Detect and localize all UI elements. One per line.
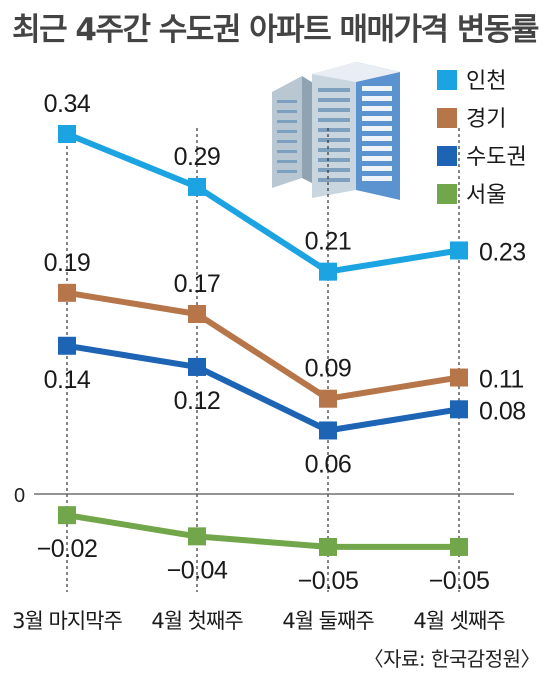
data-point bbox=[319, 389, 337, 408]
data-point bbox=[450, 537, 468, 556]
data-point bbox=[450, 368, 468, 387]
series-line-인천 bbox=[65, 131, 460, 275]
data-point bbox=[188, 305, 206, 323]
data-label: 0.06 bbox=[305, 450, 352, 478]
series-line-서울 bbox=[66, 512, 459, 550]
source-note: 〈자료: 한국감정원〉 bbox=[363, 647, 541, 671]
legend-label: 서울 bbox=[466, 183, 506, 208]
data-point bbox=[319, 537, 337, 556]
data-label: 0.21 bbox=[305, 228, 352, 256]
series-line-경기 bbox=[66, 289, 460, 402]
zero-tick-label: 0 bbox=[14, 485, 25, 507]
legend-swatch bbox=[437, 108, 457, 128]
data-label: 0.19 bbox=[44, 249, 91, 277]
data-label: 0.08 bbox=[479, 397, 526, 425]
data-label: 0.09 bbox=[305, 355, 352, 383]
x-tick-label: 4월 셋째주 bbox=[413, 609, 505, 633]
data-point bbox=[58, 125, 76, 143]
x-tick-label: 3월 마지막주 bbox=[12, 609, 122, 633]
legend-swatch bbox=[437, 184, 457, 204]
legend-swatch bbox=[437, 146, 457, 166]
apartment-building-icon bbox=[272, 62, 400, 200]
data-label: −0.04 bbox=[167, 556, 228, 584]
legend-label: 인천 bbox=[466, 69, 506, 94]
data-point bbox=[188, 527, 206, 546]
data-label: −0.05 bbox=[429, 567, 490, 595]
data-label: 0.29 bbox=[174, 143, 221, 171]
data-point bbox=[319, 262, 337, 281]
data-point bbox=[450, 400, 468, 419]
data-point bbox=[319, 421, 337, 440]
x-tick-label: 4월 첫째주 bbox=[151, 609, 243, 633]
data-label: 0.23 bbox=[479, 238, 526, 266]
data-label: 0.12 bbox=[174, 387, 221, 415]
data-point bbox=[58, 506, 76, 525]
data-label: 0.14 bbox=[44, 366, 91, 394]
data-label: −0.05 bbox=[298, 567, 359, 595]
chart-title: 최근 4주간 수도권 아파트 매매가격 변동률 bbox=[12, 12, 539, 48]
data-point bbox=[58, 336, 76, 355]
data-point bbox=[450, 241, 468, 260]
legend-label: 수도권 bbox=[466, 145, 527, 170]
series-line-수도권 bbox=[66, 342, 460, 434]
legend-swatch bbox=[437, 70, 457, 90]
data-label: −0.02 bbox=[37, 535, 98, 563]
data-point bbox=[188, 177, 206, 196]
legend-label: 경기 bbox=[466, 107, 506, 132]
data-label: 0.34 bbox=[44, 90, 91, 118]
data-label: 0.11 bbox=[479, 366, 524, 394]
data-point bbox=[58, 283, 76, 302]
data-label: 0.17 bbox=[174, 270, 221, 298]
data-point bbox=[188, 357, 206, 376]
x-tick-label: 4월 둘째주 bbox=[282, 609, 374, 633]
